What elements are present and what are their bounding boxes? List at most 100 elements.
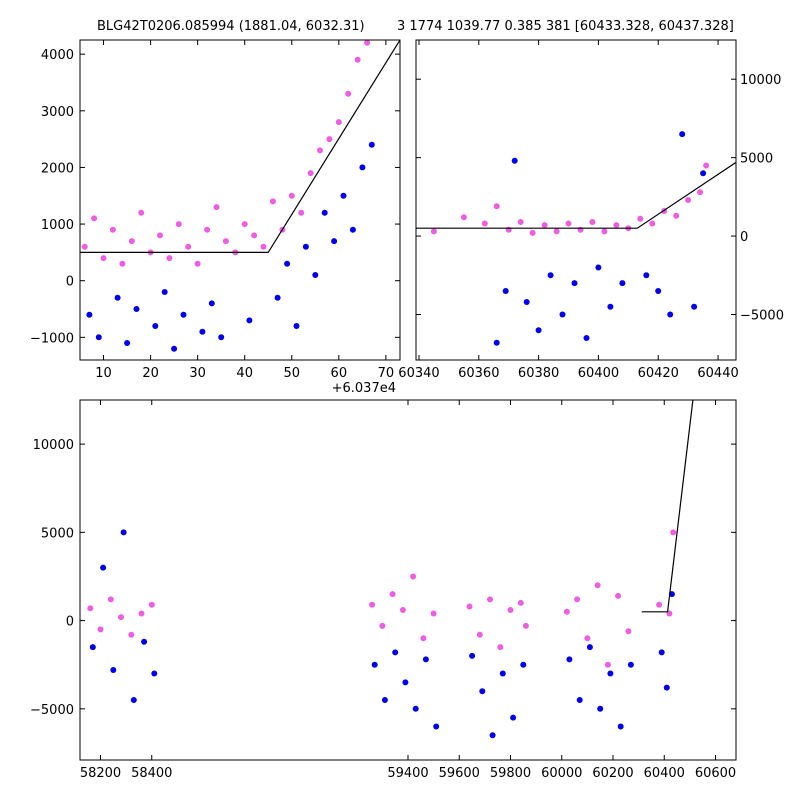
data-point-top-left-s0-20 — [269, 198, 276, 205]
data-point-bottom-s1-20 — [566, 656, 573, 663]
data-point-top-left-s0-13 — [204, 226, 211, 233]
data-point-bottom-s0-7 — [369, 601, 376, 608]
model-line-top-left — [80, 40, 400, 253]
y-tick-label-top-right-1: 0 — [740, 230, 748, 245]
y-tick-label-top-right-0: −5000 — [740, 309, 784, 324]
data-point-top-left-s0-26 — [326, 136, 333, 143]
data-point-top-right-s0-19 — [685, 197, 692, 203]
chart-title-left: BLG42T0206.085994 (1881.04, 6032.31) — [97, 19, 365, 34]
data-point-top-right-s0-11 — [589, 219, 596, 225]
data-point-top-left-s0-12 — [194, 260, 201, 267]
data-point-top-left-s1-13 — [274, 294, 281, 301]
data-point-top-left-s0-30 — [364, 40, 371, 46]
data-point-top-left-s1-11 — [218, 334, 225, 341]
data-point-top-left-s1-14 — [284, 260, 291, 267]
data-point-bottom-s1-3 — [120, 529, 127, 536]
data-point-top-left-s1-8 — [180, 311, 187, 318]
data-point-top-left-s1-1 — [95, 334, 102, 341]
data-point-bottom-s1-25 — [617, 723, 624, 730]
data-point-top-right-s0-1 — [460, 214, 467, 221]
data-point-top-left-s0-5 — [128, 238, 135, 245]
data-point-bottom-s0-26 — [615, 592, 622, 599]
data-point-top-right-s0-6 — [529, 229, 536, 236]
data-point-bottom-s1-6 — [151, 670, 158, 677]
data-point-bottom-s1-13 — [433, 723, 440, 730]
data-point-bottom-s1-22 — [586, 644, 593, 651]
data-point-top-right-s1-5 — [547, 272, 554, 279]
y-tick-label-bottom-1: 0 — [66, 615, 74, 630]
data-point-bottom-s1-12 — [422, 656, 429, 663]
y-tick-label-top-left-2: 1000 — [41, 218, 74, 233]
data-point-top-left-s1-23 — [368, 141, 375, 148]
x-tick-label-top-right-2: 60380 — [518, 366, 559, 381]
data-point-top-right-s1-8 — [583, 335, 590, 341]
data-point-bottom-s0-28 — [656, 601, 663, 608]
data-point-top-right-s1-16 — [691, 303, 698, 310]
data-point-bottom-s1-16 — [489, 732, 496, 739]
x-offset-label-top-left: +6.037e4 — [332, 381, 396, 396]
data-point-top-left-s1-0 — [86, 311, 93, 318]
data-point-top-left-s1-17 — [312, 272, 319, 278]
data-point-top-right-s1-13 — [655, 288, 662, 294]
data-point-top-right-s0-9 — [565, 220, 572, 227]
data-point-top-right-s1-3 — [523, 299, 530, 305]
data-point-top-left-s0-10 — [175, 221, 182, 228]
data-point-bottom-s0-23 — [584, 635, 591, 642]
y-tick-label-top-right-3: 10000 — [740, 73, 781, 88]
data-point-top-left-s1-15 — [293, 323, 300, 329]
data-point-top-right-s1-6 — [559, 311, 566, 318]
axis-frame-top-right — [415, 39, 737, 361]
data-point-top-left-s0-9 — [166, 255, 173, 262]
data-point-bottom-s0-12 — [420, 635, 427, 642]
data-point-top-left-s1-16 — [302, 243, 309, 250]
data-point-bottom-s0-0 — [87, 605, 94, 612]
data-point-top-right-s0-2 — [481, 220, 488, 227]
data-point-bottom-s0-17 — [497, 644, 504, 651]
data-point-top-left-s0-25 — [317, 147, 323, 154]
data-point-top-left-s1-4 — [133, 306, 140, 312]
data-point-top-right-s0-16 — [649, 220, 656, 227]
data-point-bottom-s1-21 — [576, 697, 583, 703]
data-point-top-left-s0-6 — [138, 209, 145, 216]
data-point-top-right-s1-12 — [643, 272, 650, 279]
axis-frame-top-left — [79, 39, 401, 361]
data-point-top-left-s0-27 — [335, 119, 342, 126]
x-tick-label-top-left-4: 50 — [283, 366, 300, 381]
data-point-bottom-s1-23 — [597, 705, 604, 712]
data-point-bottom-s0-19 — [517, 599, 524, 606]
data-point-top-left-s1-19 — [331, 238, 338, 245]
data-point-bottom-s1-24 — [607, 670, 614, 677]
data-point-top-left-s1-18 — [321, 209, 328, 216]
data-point-bottom-s0-1 — [97, 626, 104, 633]
x-tick-label-bottom-0: 58200 — [80, 766, 121, 781]
chart-panel-top-left: 10 20 30 40 50 60 70 −1000 0 1000 2000 3000 4000 +6.0… — [30, 39, 401, 396]
data-point-top-right-s0-13 — [613, 222, 620, 229]
x-tick-label-bottom-1: 58400 — [131, 766, 172, 781]
data-point-bottom-s1-14 — [469, 652, 476, 659]
x-tick-label-top-right-1: 60360 — [458, 366, 499, 381]
data-point-top-right-s0-21 — [703, 162, 710, 169]
data-point-bottom-s0-4 — [128, 631, 135, 638]
data-point-top-left-s1-21 — [349, 226, 356, 233]
axis-frame-bottom — [79, 399, 737, 761]
data-point-top-right-s1-9 — [595, 264, 602, 271]
data-point-top-right-s1-4 — [535, 327, 542, 334]
plot-area-bottom — [87, 400, 694, 739]
data-point-top-right-s0-15 — [637, 215, 644, 222]
data-point-top-left-s0-24 — [307, 170, 314, 177]
data-point-top-right-s1-14 — [667, 311, 674, 318]
data-point-bottom-s1-2 — [110, 667, 117, 673]
data-point-top-left-s0-14 — [213, 204, 220, 211]
data-point-top-left-s0-22 — [288, 192, 295, 199]
data-point-top-right-s0-0 — [430, 228, 437, 235]
data-point-bottom-s0-18 — [507, 607, 514, 613]
data-point-top-left-s1-5 — [152, 323, 159, 329]
data-point-top-left-s0-4 — [119, 260, 126, 267]
chart-panels: 10 20 30 40 50 60 70 −1000 0 1000 2000 3000 4000 +6.0… — [30, 39, 784, 781]
y-tick-label-top-left-4: 3000 — [41, 105, 74, 120]
data-point-bottom-s1-7 — [371, 661, 378, 668]
data-point-bottom-s1-19 — [520, 661, 527, 668]
data-point-bottom-s1-9 — [392, 649, 399, 656]
data-point-bottom-s0-27 — [625, 628, 632, 635]
